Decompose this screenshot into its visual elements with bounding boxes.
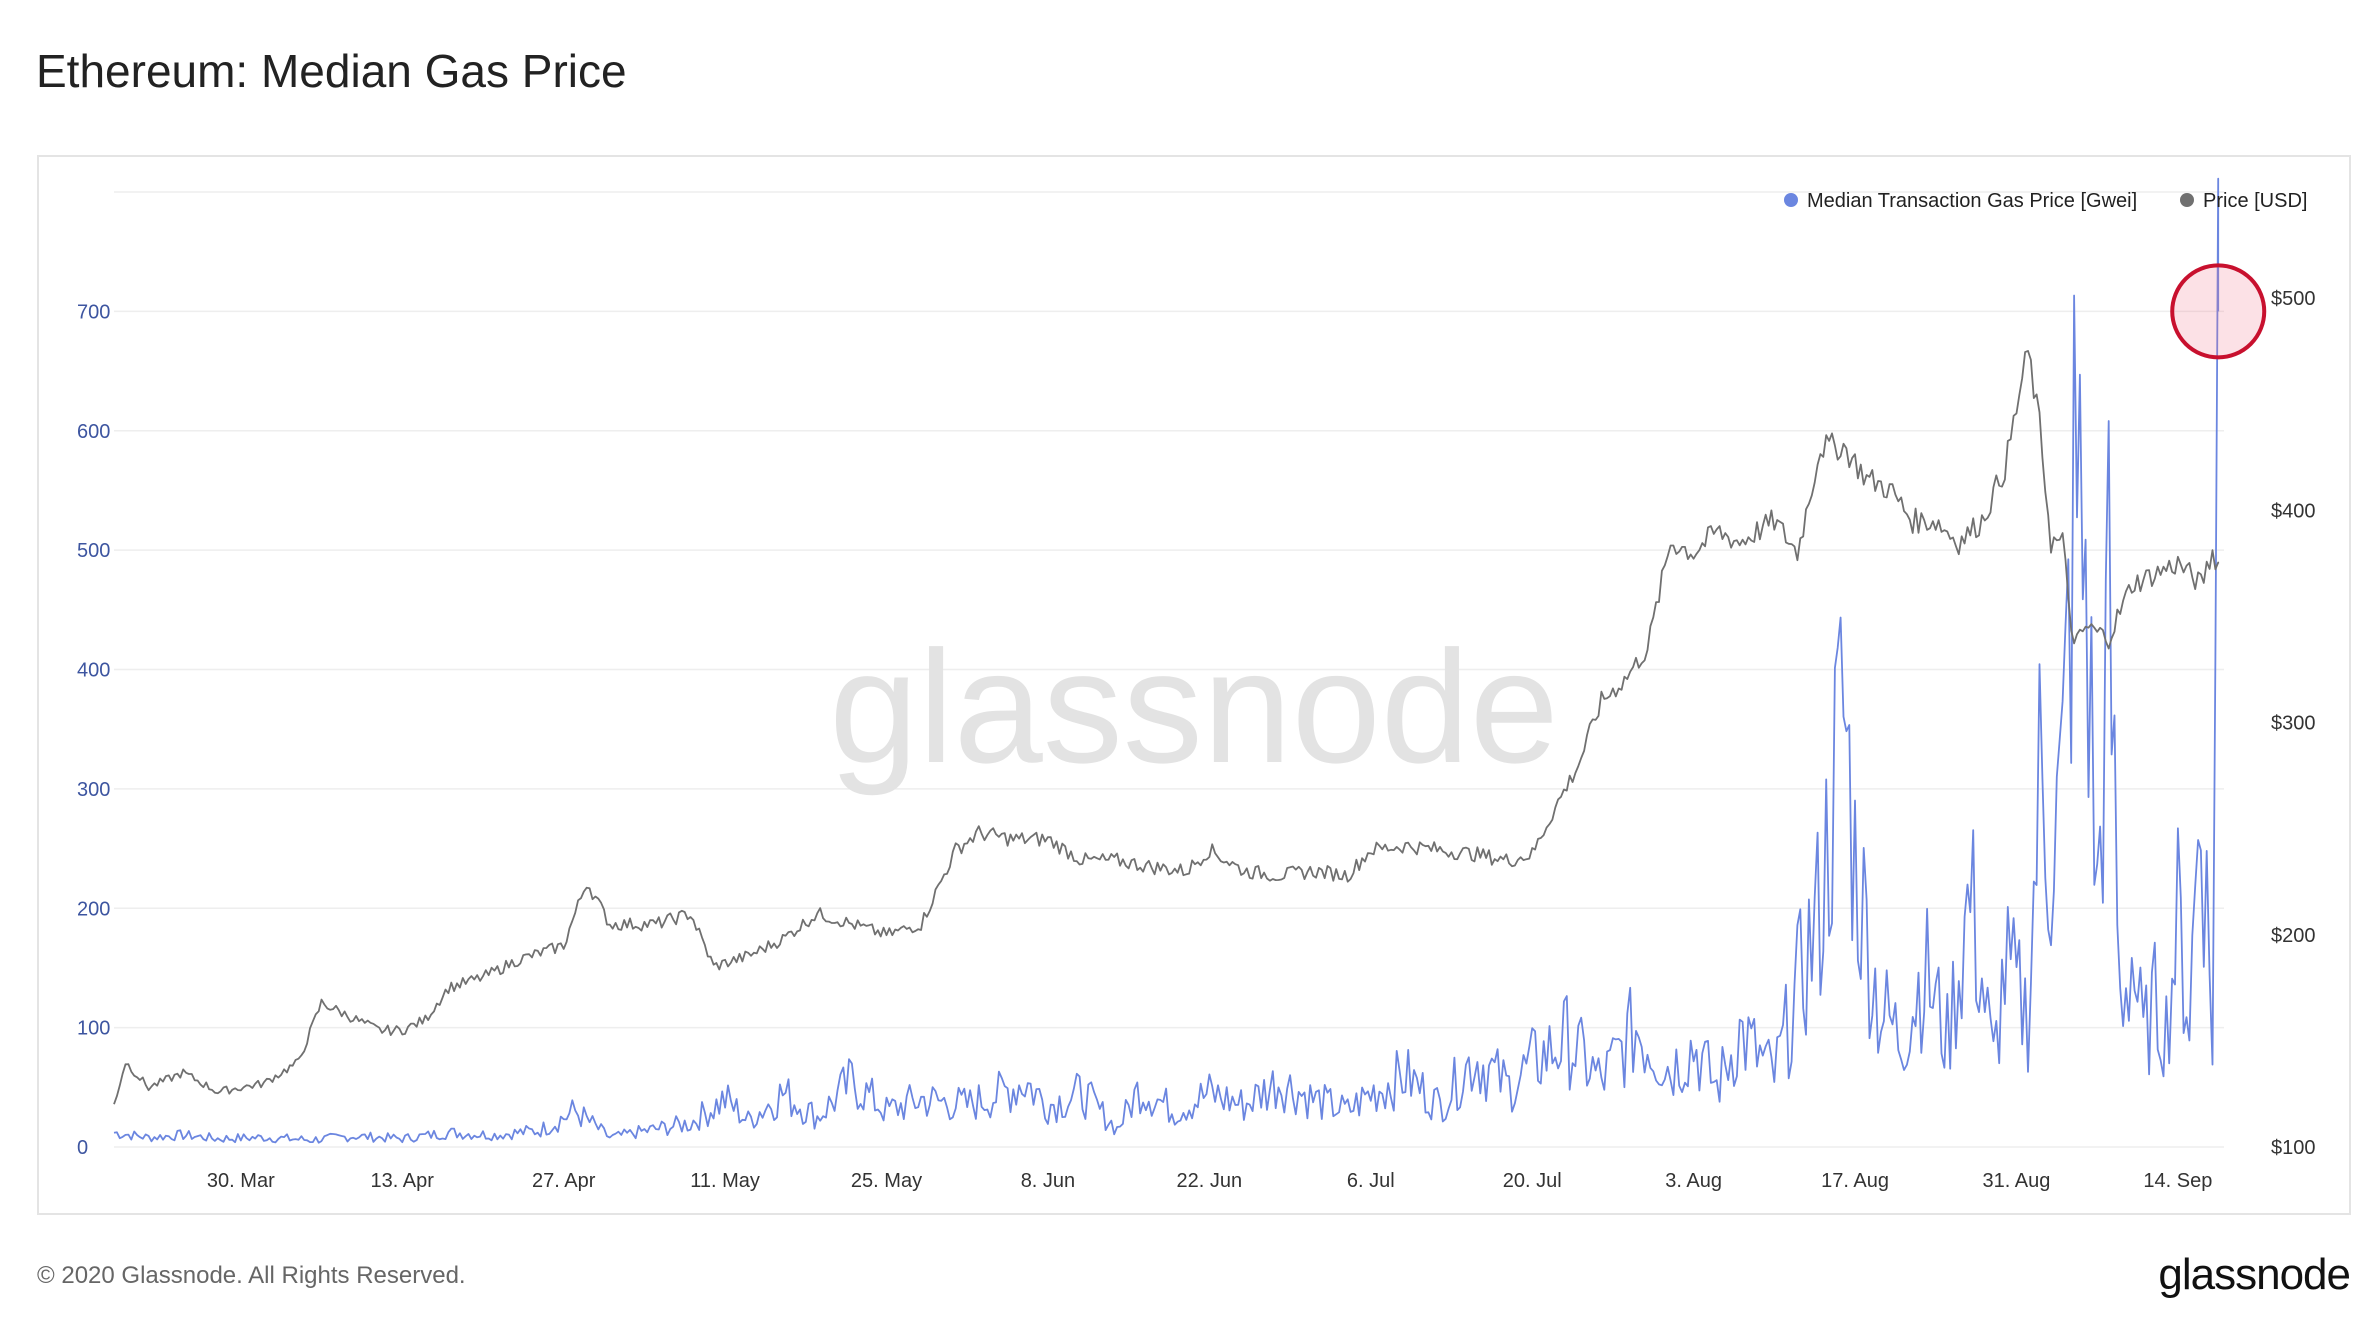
x-tick-label: 14. Sep — [2143, 1170, 2212, 1192]
x-tick-label: 20. Jul — [1503, 1170, 1562, 1192]
left-tick-label: 0 — [77, 1137, 88, 1159]
x-tick-label: 8. Jun — [1021, 1170, 1075, 1192]
left-tick-label: 600 — [77, 421, 110, 443]
x-tick-label: 6. Jul — [1347, 1170, 1395, 1192]
x-tick-label: 22. Jun — [1177, 1170, 1243, 1192]
x-axis: 30. Mar 13. Apr 27. Apr 11. May 25. May 8. Ju… — [207, 1170, 2212, 1192]
page-title: Ethereum: Median Gas Price — [36, 45, 627, 97]
left-tick-label: 700 — [77, 301, 110, 323]
left-tick-label: 400 — [77, 660, 110, 682]
x-tick-label: 17. Aug — [1821, 1170, 1889, 1192]
chart-svg: glassnode 0 100 200 300 400 500 600 700 $100 $20… — [77, 177, 2316, 1192]
gas-price-series-line — [113, 177, 2220, 1144]
right-tick-label: $200 — [2271, 925, 2316, 947]
right-tick-label: $400 — [2271, 500, 2316, 522]
legend-item[interactable]: Price [USD] — [2180, 190, 2307, 212]
x-tick-label: 30. Mar — [207, 1170, 275, 1192]
legend-dot-icon — [2180, 193, 2194, 207]
chart-container: glassnode 0 100 200 300 400 500 600 700 $100 $20… — [37, 155, 2351, 1215]
legend-label: Price [USD] — [2203, 190, 2307, 212]
highlight-circle — [2170, 263, 2267, 360]
legend-label: Median Transaction Gas Price [Gwei] — [1807, 190, 2137, 212]
right-tick-label: $300 — [2271, 713, 2316, 735]
x-tick-label: 25. May — [851, 1170, 922, 1192]
glassnode-logo: glassnode — [2158, 1250, 2351, 1299]
left-axis: 0 100 200 300 400 500 600 700 — [77, 301, 110, 1159]
legend-item[interactable]: Median Transaction Gas Price [Gwei] — [1784, 190, 2137, 212]
right-axis: $100 $200 $300 $400 $500 — [2271, 288, 2316, 1159]
x-tick-label: 11. May — [690, 1170, 760, 1192]
annotation-layer — [2170, 263, 2267, 360]
x-tick-label: 3. Aug — [1665, 1170, 1722, 1192]
right-tick-label: $500 — [2271, 288, 2316, 310]
x-tick-label: 27. Apr — [532, 1170, 596, 1192]
right-tick-label: $100 — [2271, 1137, 2316, 1159]
legend: Median Transaction Gas Price [Gwei] Price… — [1784, 190, 2307, 212]
eth-price-series-line — [113, 350, 2220, 1105]
watermark-text: glassnode — [829, 617, 1558, 796]
left-tick-label: 200 — [77, 898, 110, 920]
x-tick-label: 13. Apr — [371, 1170, 435, 1192]
copyright-text: © 2020 Glassnode. All Rights Reserved. — [37, 1262, 466, 1289]
left-tick-label: 100 — [77, 1018, 110, 1040]
gridlines — [114, 191, 2224, 1148]
series-layer — [113, 177, 2220, 1144]
left-tick-label: 500 — [77, 540, 110, 562]
left-tick-label: 300 — [77, 779, 110, 801]
legend-dot-icon — [1784, 193, 1798, 207]
x-tick-label: 31. Aug — [1983, 1170, 2051, 1192]
